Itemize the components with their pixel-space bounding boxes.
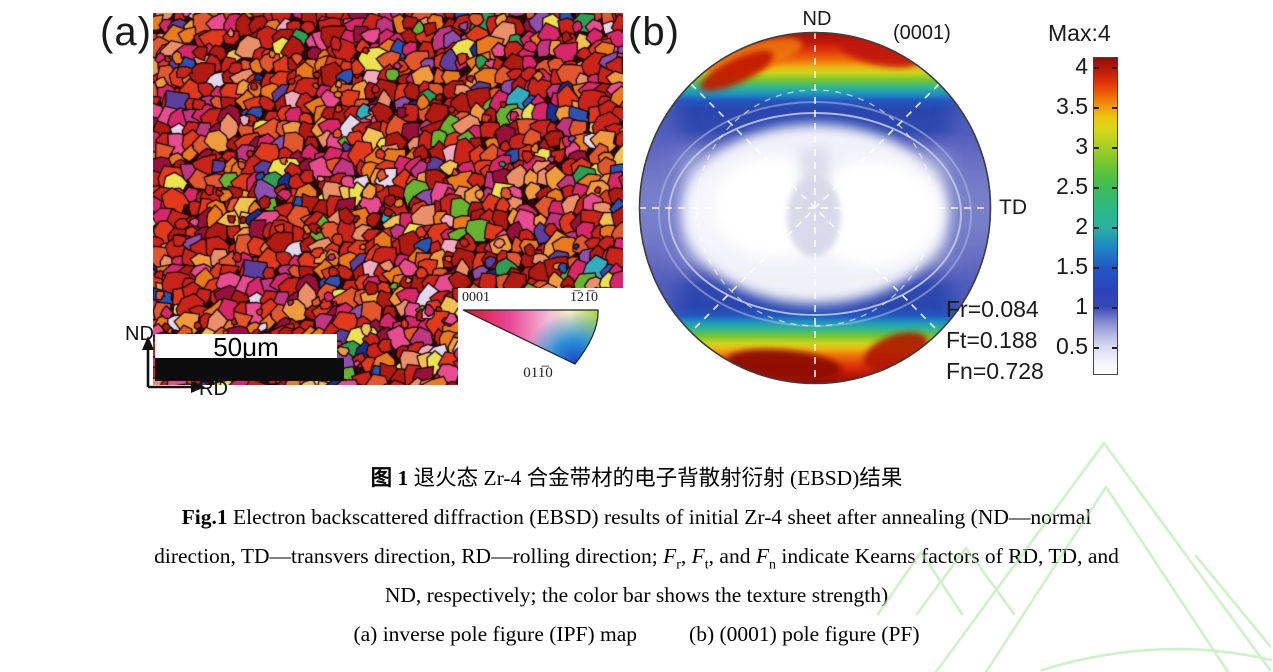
colorbar-title: Max:4 (1048, 20, 1111, 46)
colorbar-gradient (1093, 57, 1118, 375)
nd-rd-axes: ND RD (125, 323, 228, 400)
colorbar-tick-mark (1094, 267, 1099, 269)
colorbar-tick-label: 1.5 (1056, 253, 1088, 279)
ipf-key-label-0110: 011̅0 (523, 365, 553, 381)
ipf-color-key: 0001 1̅21̅0 011̅0 (458, 288, 623, 385)
colorbar-tick-label: 0.5 (1056, 333, 1088, 359)
right-arrow-icon (148, 381, 205, 393)
nd-label: ND (802, 8, 832, 30)
kearns-fr: Fr=0.084 (946, 296, 1039, 322)
caption-sub-b: (b) (0001) pole figure (PF) (689, 622, 920, 646)
ipf-key-label-1210: 1̅21̅0 (570, 290, 598, 305)
caption-sub-a: (a) inverse pole figure (IPF) map (353, 622, 638, 646)
pole-figure-contours (640, 33, 990, 383)
caption-en-line3: ND, respectively; the color bar shows th… (384, 583, 889, 607)
colorbar-tick-label: 3 (1075, 133, 1088, 159)
rd-axis-label: RD (199, 378, 228, 400)
colorbar-tick-mark (1112, 147, 1117, 149)
scale-bar-text: 50μm (213, 332, 279, 362)
caption-fig-number: Fig.1 (181, 505, 228, 529)
colorbar-tick-label: 3.5 (1056, 93, 1088, 119)
colorbar-tick-mark (1094, 187, 1099, 189)
panel-a-label: (a) (100, 10, 152, 54)
ipf-key-wedge (462, 309, 599, 365)
caption-zh-number: 图 1 (370, 466, 409, 490)
kearns-fn: Fn=0.728 (946, 358, 1044, 384)
caption-zh: 图 1 退火态 Zr-4 合金带材的电子背散射衍射 (EBSD)结果 (0, 459, 1273, 498)
up-arrow-icon (142, 336, 154, 387)
colorbar-tick-mark (1112, 267, 1117, 269)
colorbar-tick-label: 1 (1075, 293, 1088, 319)
colorbar-tick-mark (1094, 67, 1099, 69)
colorbar-tick-label: 2 (1075, 213, 1088, 239)
caption-subfigures: (a) inverse pole figure (IPF) map (b) (00… (0, 615, 1273, 654)
td-label: TD (999, 196, 1027, 219)
caption-en-line1: Fig.1 Electron backscattered diffraction… (181, 505, 1092, 529)
plane-label: (0001) (893, 22, 951, 44)
colorbar-tick-mark (1112, 187, 1117, 189)
pole-figure (638, 31, 992, 385)
caption-en-line2: direction, TD—transvers direction, RD—ro… (154, 544, 1119, 573)
scale-bar (155, 358, 344, 381)
caption-zh-text: 退火态 Zr-4 合金带材的电子背散射衍射 (EBSD)结果 (408, 466, 903, 490)
colorbar-tick-mark (1094, 107, 1099, 109)
kearns-factors: Fr=0.084 Ft=0.188 Fn=0.728 (946, 294, 1044, 387)
colorbar-tick-mark (1112, 347, 1117, 349)
ipf-key-label-0001: 0001 (462, 290, 490, 305)
colorbar-tick-mark (1112, 67, 1117, 69)
pole-figure-outline (638, 31, 992, 385)
colorbar-tick-label: 4 (1075, 53, 1088, 79)
caption: 图 1 退火态 Zr-4 合金带材的电子背散射衍射 (EBSD)结果 Fig.1… (0, 459, 1273, 654)
colorbar-tick-mark (1094, 347, 1099, 349)
scale-bar-label-box: 50μm (155, 334, 337, 360)
colorbar-tick-label: 2.5 (1056, 173, 1088, 199)
kearns-ft: Ft=0.188 (946, 327, 1038, 353)
colorbar-tick-mark (1112, 227, 1117, 229)
colorbar-tick-mark (1112, 107, 1117, 109)
colorbar-tick-mark (1094, 307, 1099, 309)
panel-b-label: (b) (628, 10, 680, 54)
colorbar-tick-mark (1094, 147, 1099, 149)
colorbar-tick-mark (1112, 307, 1117, 309)
colorbar-tick-mark (1094, 227, 1099, 229)
